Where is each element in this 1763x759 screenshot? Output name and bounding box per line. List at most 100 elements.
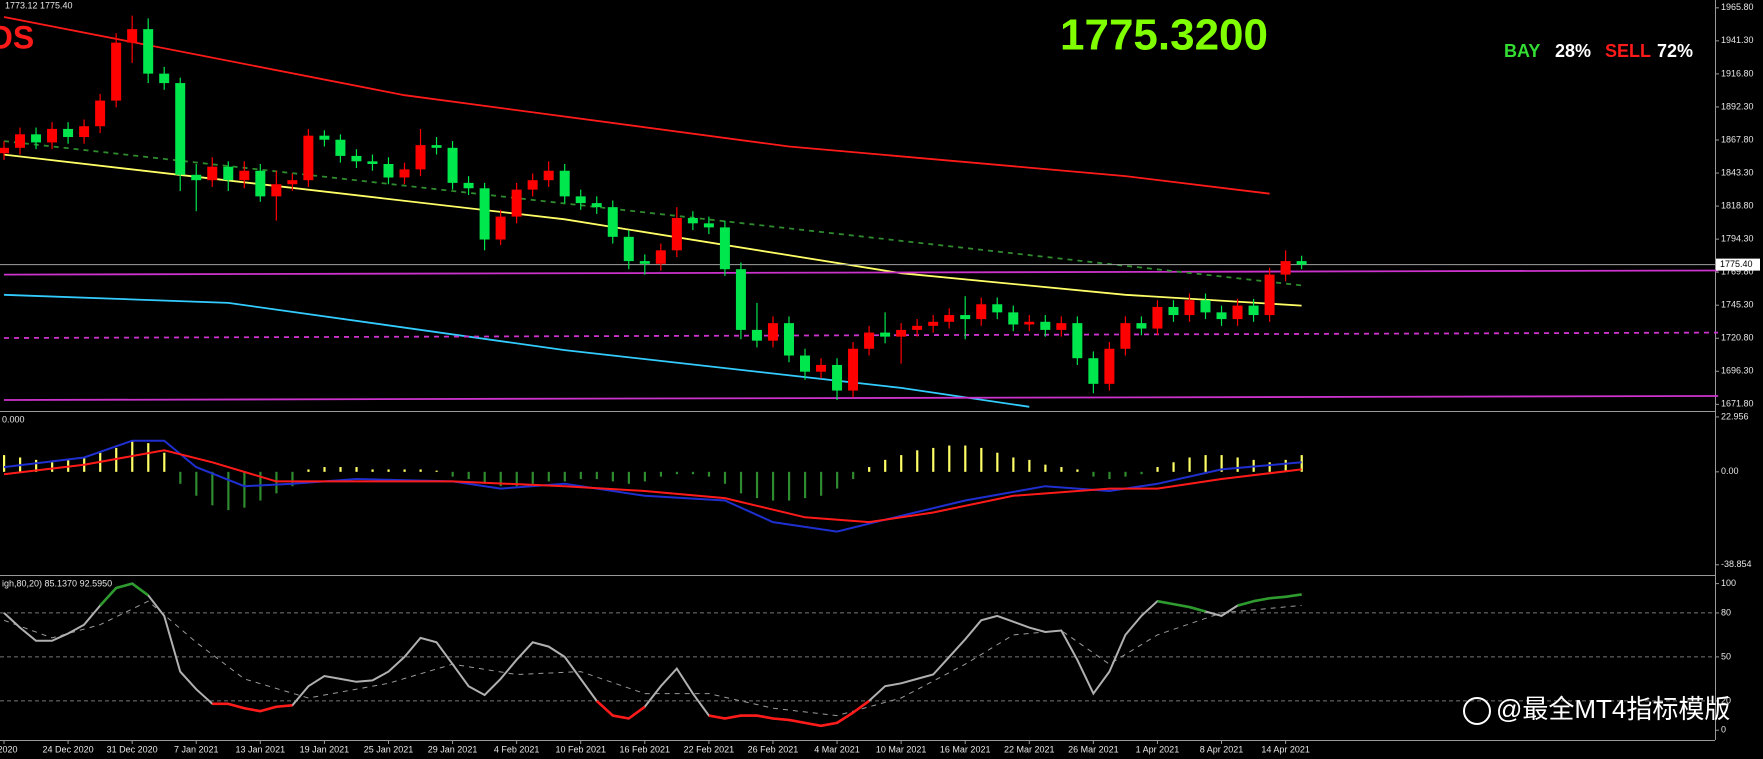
candle-body xyxy=(1072,323,1083,359)
x-tick-label: 13 Jan 2021 xyxy=(236,744,286,754)
x-tick-label: 31 Dec 2020 xyxy=(107,744,158,754)
histogram-bar xyxy=(996,452,999,472)
stochastic-zone-segment xyxy=(99,587,118,607)
sell-label: SELL xyxy=(1605,41,1651,61)
candle-body xyxy=(639,261,650,264)
indicator-line xyxy=(3,449,1302,524)
histogram-bar xyxy=(211,471,214,506)
histogram-bar xyxy=(195,471,198,496)
histogram-bar xyxy=(643,471,646,482)
candle-body xyxy=(767,323,778,341)
stochastic-zone-segment xyxy=(1189,605,1206,613)
candle-body xyxy=(880,332,891,337)
histogram-bar xyxy=(820,471,823,496)
stochastic-label: igh,80,20) 85.1370 92.5950 xyxy=(2,578,112,588)
stochastic-zone-segment xyxy=(804,721,822,728)
histogram-bar xyxy=(531,471,534,484)
histogram-bar xyxy=(1284,459,1287,472)
stochastic-zone-segment xyxy=(708,714,726,720)
histogram-bar xyxy=(964,445,967,472)
x-tick-label: 10 Mar 2021 xyxy=(876,744,927,754)
candle-body xyxy=(511,189,522,217)
histogram-bar xyxy=(483,471,486,484)
y-tick-label: 1818.80 xyxy=(1721,200,1754,210)
candle-body xyxy=(447,147,458,183)
stochastic-zone-segment xyxy=(628,705,646,720)
candle-body xyxy=(928,321,939,326)
histogram-bar xyxy=(980,447,983,472)
candle-body xyxy=(848,348,859,391)
candle-body xyxy=(816,364,827,372)
histogram-bar xyxy=(547,471,550,482)
x-tick-label: 26 Feb 2021 xyxy=(748,744,799,754)
stochastic-zone-segment xyxy=(820,721,838,728)
candle-body xyxy=(303,135,314,181)
y-tick-label: 1941.30 xyxy=(1721,35,1754,45)
histogram-bar xyxy=(868,467,871,472)
stochastic-zone-segment xyxy=(131,582,149,597)
histogram-bar xyxy=(611,471,614,482)
last-price-box xyxy=(1716,258,1760,271)
y-tick-label: 1769.80 xyxy=(1721,267,1754,277)
candle-body xyxy=(976,304,987,320)
stochastic-zone-segment xyxy=(227,702,245,710)
candle-body xyxy=(15,134,26,148)
histogram-bar xyxy=(1204,455,1207,472)
histogram-bar xyxy=(1108,471,1111,480)
y-tick-label: 22.956 xyxy=(1721,411,1749,421)
candle-body xyxy=(175,83,186,175)
indicator-line xyxy=(3,395,1719,401)
y-tick-label: 1720.80 xyxy=(1721,333,1754,343)
stochastic-zone-segment xyxy=(788,718,806,725)
candle-body xyxy=(623,236,634,262)
candle-body xyxy=(944,315,955,322)
candle-body xyxy=(591,203,602,208)
candle-body xyxy=(1280,261,1291,275)
x-tick-label: 22 Mar 2021 xyxy=(1004,744,1055,754)
candle-body xyxy=(1200,300,1211,313)
candle-body xyxy=(271,184,282,197)
histogram-bar xyxy=(147,443,150,472)
histogram-bar xyxy=(35,459,38,472)
candle-body xyxy=(383,164,394,178)
candle-body xyxy=(431,145,442,148)
histogram-bar xyxy=(1044,464,1047,472)
histogram-bar xyxy=(1012,457,1015,472)
y-tick-label: 1867.80 xyxy=(1721,134,1754,144)
y-tick-label: 100 xyxy=(1721,578,1736,588)
y-tick-label: 1671.80 xyxy=(1721,399,1754,409)
stochastic-zone-segment xyxy=(1237,599,1254,607)
candle-body xyxy=(703,223,714,228)
x-tick-label: 16 Mar 2021 xyxy=(940,744,991,754)
histogram-bar xyxy=(595,471,598,480)
histogram-bar xyxy=(804,471,807,499)
histogram-bar xyxy=(291,471,294,487)
histogram-bar xyxy=(691,471,695,475)
stochastic-zone-segment xyxy=(259,705,277,713)
stochastic-zone-segment xyxy=(1173,602,1190,609)
candle-body xyxy=(575,196,586,204)
histogram-bar xyxy=(1236,457,1239,472)
histogram-bar xyxy=(3,455,6,472)
indicator-line xyxy=(3,16,1270,195)
candle-body xyxy=(1184,300,1195,316)
candle-body xyxy=(1296,261,1307,265)
histogram-bar xyxy=(771,471,775,501)
candle-body xyxy=(687,217,698,224)
candle-body xyxy=(335,139,346,156)
histogram-bar xyxy=(467,471,470,480)
histogram-bar xyxy=(932,447,935,472)
x-tick-label: 4 Mar 2021 xyxy=(814,744,860,754)
indicator-line xyxy=(3,269,1719,276)
buy-label: BAY xyxy=(1504,41,1540,61)
stochastic-zone-segment xyxy=(1269,595,1286,600)
histogram-bar xyxy=(755,471,759,499)
candle-body xyxy=(912,325,923,330)
histogram-bar xyxy=(515,471,518,487)
histogram-bar xyxy=(948,445,951,472)
candle-body xyxy=(495,216,506,240)
histogram-bar xyxy=(739,471,743,494)
y-tick-label: 50 xyxy=(1721,651,1731,661)
histogram-bar xyxy=(1140,471,1143,475)
